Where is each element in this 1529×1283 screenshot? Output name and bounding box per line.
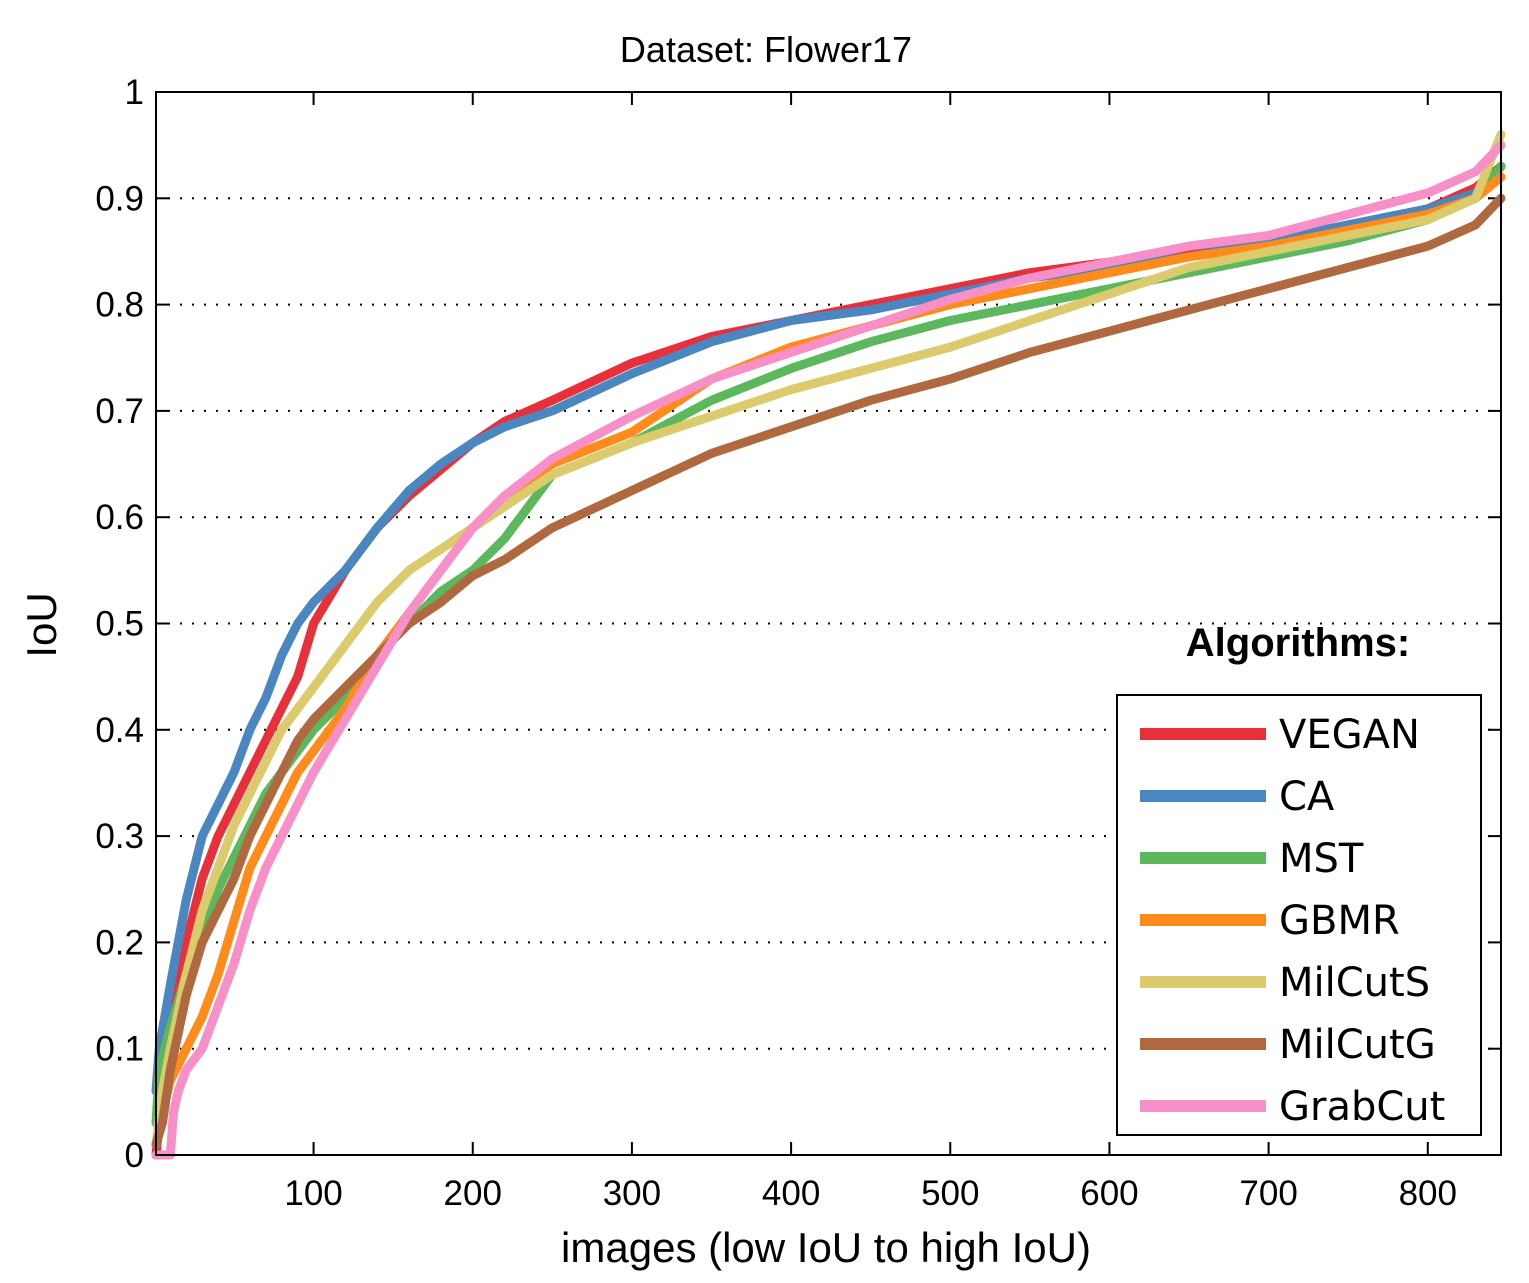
series-line-grabcut bbox=[151, 140, 1506, 1160]
y-tick-label: 0.4 bbox=[95, 711, 144, 750]
plot-area-frame bbox=[155, 91, 1502, 1156]
x-tick-label: 400 bbox=[762, 1174, 820, 1213]
y-tick-label: 1 bbox=[125, 73, 144, 112]
legend-label-grabcut: GrabCut bbox=[1279, 1084, 1445, 1130]
x-tick-label: 800 bbox=[1399, 1174, 1457, 1213]
series-lines bbox=[151, 130, 1506, 1160]
series-line-milcuts bbox=[151, 130, 1506, 1149]
legend-label-gbmr: GBMR bbox=[1279, 898, 1400, 944]
y-tick-label: 0 bbox=[125, 1136, 144, 1175]
legend-label-milcuts: MilCutS bbox=[1279, 960, 1430, 1006]
y-axis-label: IoU bbox=[18, 592, 65, 657]
y-tick-label: 0.1 bbox=[95, 1030, 144, 1069]
y-tick-label: 0.3 bbox=[95, 817, 144, 856]
y-tick-label: 0.2 bbox=[95, 923, 144, 962]
legend-label-milcutg: MilCutG bbox=[1279, 1022, 1436, 1068]
chart-title: Dataset: Flower17 bbox=[620, 29, 912, 70]
x-tick-label: 500 bbox=[921, 1174, 979, 1213]
x-tick-label: 200 bbox=[444, 1174, 502, 1213]
x-tick-label: 700 bbox=[1239, 1174, 1297, 1213]
legend-title: Algorithms: bbox=[1186, 621, 1410, 665]
legend-label-ca: CA bbox=[1279, 774, 1335, 820]
x-tick-label: 100 bbox=[284, 1174, 342, 1213]
y-tick-label: 0.9 bbox=[95, 179, 144, 218]
y-tick-label: 0.6 bbox=[95, 498, 144, 537]
x-tick-label: 600 bbox=[1080, 1174, 1138, 1213]
y-tick-label: 0.7 bbox=[95, 392, 144, 431]
y-tick-label: 0.8 bbox=[95, 286, 144, 325]
legend-label-vegan: VEGAN bbox=[1279, 712, 1420, 758]
y-tick-label: 0.5 bbox=[95, 605, 144, 644]
x-axis-label: images (low IoU to high IoU) bbox=[561, 1224, 1091, 1271]
y-axis-ticks: 0 0.1 0.2 0.3 0.4 0.5 0.6 0.7 0.8 0.9 1 bbox=[95, 73, 1501, 1175]
x-axis-ticks: 100 200 300 400 500 600 700 800 bbox=[284, 92, 1457, 1213]
legend: VEGAN CA MST GBMR MilCutS MilCutG GrabCut bbox=[1140, 712, 1445, 1130]
series-line-milcutg bbox=[151, 193, 1506, 1149]
legend-label-mst: MST bbox=[1279, 836, 1364, 882]
x-tick-label: 300 bbox=[603, 1174, 661, 1213]
